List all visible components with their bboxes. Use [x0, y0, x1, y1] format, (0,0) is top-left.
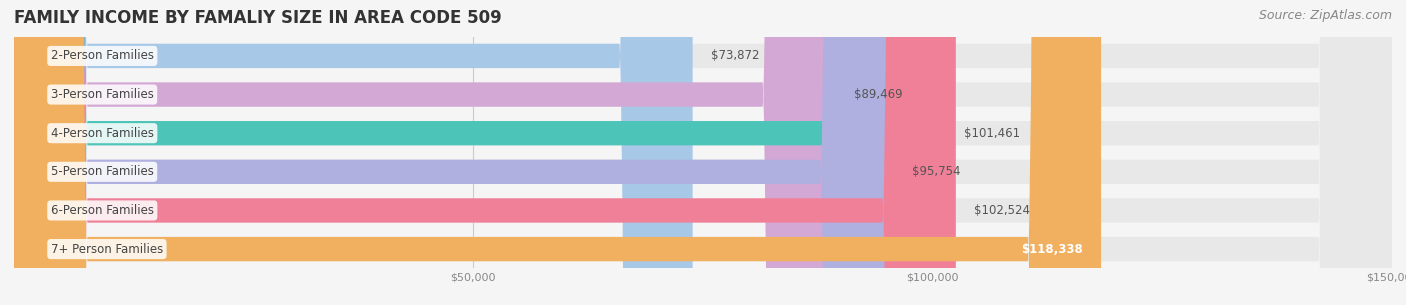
Text: $101,461: $101,461 — [965, 127, 1021, 140]
FancyBboxPatch shape — [14, 0, 1392, 305]
FancyBboxPatch shape — [14, 0, 1101, 305]
Text: 4-Person Families: 4-Person Families — [51, 127, 153, 140]
Text: 5-Person Families: 5-Person Families — [51, 165, 153, 178]
FancyBboxPatch shape — [14, 0, 946, 305]
FancyBboxPatch shape — [14, 0, 1392, 305]
FancyBboxPatch shape — [14, 0, 894, 305]
FancyBboxPatch shape — [14, 0, 1392, 305]
Text: $73,872: $73,872 — [711, 49, 759, 63]
Text: $89,469: $89,469 — [855, 88, 903, 101]
Text: $118,338: $118,338 — [1021, 242, 1083, 256]
Text: $102,524: $102,524 — [974, 204, 1031, 217]
FancyBboxPatch shape — [14, 0, 1392, 305]
Text: $95,754: $95,754 — [912, 165, 960, 178]
Text: 6-Person Families: 6-Person Families — [51, 204, 153, 217]
Text: 7+ Person Families: 7+ Person Families — [51, 242, 163, 256]
FancyBboxPatch shape — [14, 0, 956, 305]
Text: FAMILY INCOME BY FAMALIY SIZE IN AREA CODE 509: FAMILY INCOME BY FAMALIY SIZE IN AREA CO… — [14, 9, 502, 27]
FancyBboxPatch shape — [14, 0, 693, 305]
Text: 2-Person Families: 2-Person Families — [51, 49, 153, 63]
Text: 3-Person Families: 3-Person Families — [51, 88, 153, 101]
FancyBboxPatch shape — [14, 0, 1392, 305]
FancyBboxPatch shape — [14, 0, 1392, 305]
Text: Source: ZipAtlas.com: Source: ZipAtlas.com — [1258, 9, 1392, 22]
FancyBboxPatch shape — [14, 0, 837, 305]
